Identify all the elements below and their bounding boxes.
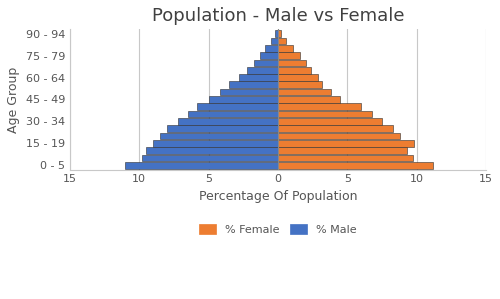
Bar [278,147,407,154]
Bar [230,81,278,88]
Bar [188,111,278,118]
Bar [220,89,278,95]
Bar [146,147,278,154]
Bar [278,111,372,118]
Legend: % Female, % Male: % Female, % Male [195,220,361,239]
Bar [278,81,322,88]
Bar [278,155,412,161]
Bar [278,45,293,52]
Bar [198,103,278,110]
Bar [278,74,318,81]
Bar [278,67,311,74]
Bar [266,45,278,52]
Bar [254,60,278,66]
Bar [278,30,280,37]
Bar [142,155,278,161]
Bar [125,162,278,169]
Bar [275,30,278,37]
Bar [248,67,278,74]
Bar [260,52,278,59]
Y-axis label: Age Group: Age Group [7,66,20,132]
Bar [271,38,278,44]
Bar [278,96,340,103]
Bar [278,132,400,139]
X-axis label: Percentage Of Population: Percentage Of Population [198,190,357,203]
Bar [278,60,305,66]
Bar [278,38,286,44]
Bar [278,118,382,125]
Title: Population - Male vs Female: Population - Male vs Female [152,7,404,25]
Bar [167,125,278,132]
Bar [278,52,300,59]
Bar [160,132,278,139]
Bar [278,103,361,110]
Bar [153,140,278,147]
Bar [278,125,393,132]
Bar [178,118,278,125]
Bar [278,140,414,147]
Bar [278,89,330,95]
Bar [239,74,278,81]
Bar [278,162,434,169]
Bar [208,96,278,103]
